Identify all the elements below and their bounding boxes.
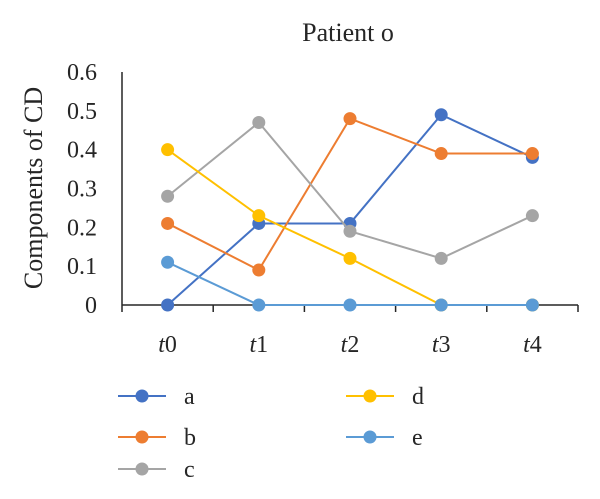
x-tick-label: t0 bbox=[158, 332, 177, 358]
y-tick-label: 0.3 bbox=[67, 177, 97, 203]
y-tick-label: 0.5 bbox=[67, 99, 97, 125]
x-tick-label-suffix: 4 bbox=[530, 332, 542, 358]
x-axis-ticks: t0 t1 t2 t3 t4 bbox=[158, 332, 541, 358]
series-a bbox=[161, 108, 539, 312]
data-point bbox=[161, 255, 175, 269]
x-tick-label-suffix: 2 bbox=[347, 332, 359, 358]
data-point bbox=[252, 209, 266, 223]
data-point bbox=[161, 143, 175, 157]
series-b bbox=[161, 112, 539, 277]
data-point bbox=[161, 298, 175, 312]
legend-item-c: c bbox=[118, 457, 195, 483]
legend-label: c bbox=[184, 457, 195, 483]
data-point bbox=[343, 251, 357, 265]
y-axis-ticks: 0 0.1 0.2 0.3 0.4 0.5 0.6 bbox=[67, 60, 97, 319]
y-tick-label: 0.4 bbox=[67, 138, 97, 164]
data-point bbox=[343, 112, 357, 126]
x-tick-label: t2 bbox=[341, 332, 360, 358]
data-point bbox=[161, 216, 175, 230]
x-tick-label-suffix: 0 bbox=[165, 332, 177, 358]
series-layer bbox=[161, 108, 539, 312]
legend-marker bbox=[363, 430, 377, 444]
data-point bbox=[434, 108, 448, 122]
data-point bbox=[525, 209, 539, 223]
data-point bbox=[161, 189, 175, 203]
chart-title: Patient o bbox=[302, 18, 394, 47]
y-tick-label: 0.2 bbox=[67, 215, 97, 241]
y-tick-label: 0.6 bbox=[67, 60, 97, 86]
x-tick-label-prefix: t bbox=[432, 332, 440, 358]
data-point bbox=[252, 115, 266, 129]
data-point bbox=[434, 147, 448, 161]
y-tick-label: 0 bbox=[85, 293, 97, 319]
data-point bbox=[525, 147, 539, 161]
y-tick-label: 0.1 bbox=[67, 254, 97, 280]
legend-marker bbox=[135, 462, 149, 476]
x-tick-label: t3 bbox=[432, 332, 451, 358]
legend-marker bbox=[135, 430, 149, 444]
data-point bbox=[434, 298, 448, 312]
legend-item-d: d bbox=[346, 384, 424, 410]
data-point bbox=[343, 224, 357, 238]
x-tick-label: t1 bbox=[249, 332, 268, 358]
legend: abc de bbox=[118, 384, 424, 483]
data-point bbox=[252, 263, 266, 277]
legend-item-e: e bbox=[346, 425, 423, 451]
legend-marker bbox=[363, 389, 377, 403]
x-tick-label-prefix: t bbox=[523, 332, 531, 358]
legend-label: e bbox=[412, 425, 423, 451]
series-e bbox=[161, 255, 539, 312]
series-c bbox=[161, 115, 539, 265]
x-tick-label-suffix: 3 bbox=[439, 332, 451, 358]
data-point bbox=[252, 298, 266, 312]
legend-label: b bbox=[184, 425, 196, 451]
legend-item-b: b bbox=[118, 425, 196, 451]
y-axis-label: Components of CD bbox=[19, 87, 48, 289]
legend-item-a: a bbox=[118, 384, 195, 410]
axes bbox=[121, 72, 579, 312]
series-line bbox=[166, 113, 533, 306]
x-tick-label-suffix: 1 bbox=[256, 332, 268, 358]
x-tick-label-prefix: t bbox=[341, 332, 349, 358]
legend-marker bbox=[135, 389, 149, 403]
x-tick-label: t4 bbox=[523, 332, 542, 358]
data-point bbox=[343, 298, 357, 312]
series-line bbox=[167, 117, 533, 272]
legend-label: d bbox=[412, 384, 424, 410]
legend-label: a bbox=[184, 384, 195, 410]
x-tick-label-prefix: t bbox=[158, 332, 166, 358]
data-point bbox=[434, 251, 448, 265]
x-tick-label-prefix: t bbox=[249, 332, 257, 358]
data-point bbox=[525, 298, 539, 312]
